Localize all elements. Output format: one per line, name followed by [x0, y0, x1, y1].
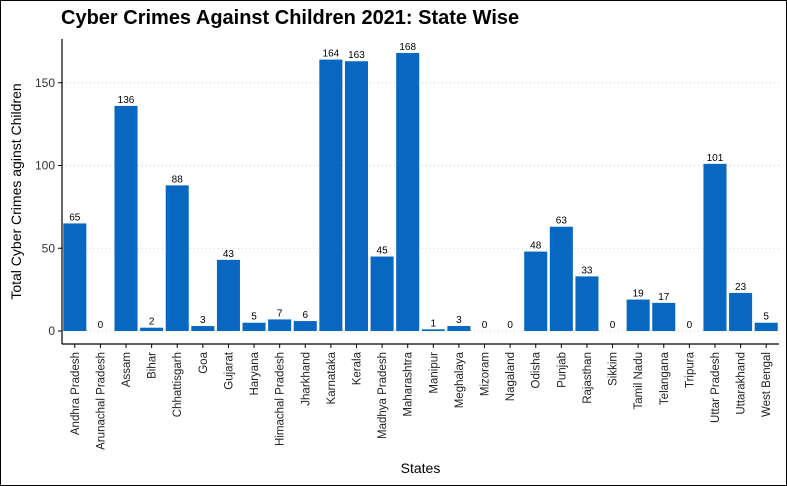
- x-tick-label: Tripura: [684, 351, 696, 388]
- bar: [344, 61, 369, 332]
- x-tick-label: Meghalaya: [454, 351, 466, 408]
- bar-value-label: 88: [172, 174, 184, 185]
- bar-value-label: 17: [658, 292, 670, 303]
- x-tick-label: Himachal Pradesh: [275, 352, 287, 446]
- bar: [396, 52, 420, 332]
- x-tick-label: Telangana: [659, 351, 671, 405]
- y-tick-label: 150: [35, 76, 55, 90]
- bar-value-label: 0: [687, 320, 693, 331]
- x-tick-label: Maharashtra: [403, 351, 415, 416]
- x-tick-label: Punjab: [556, 352, 568, 388]
- x-tick-label: Sikkim: [608, 352, 620, 386]
- bar-value-label: 163: [348, 50, 365, 61]
- y-tick-label: 100: [35, 159, 55, 173]
- x-tick-label: West Bengal: [761, 352, 773, 417]
- bar-value-label: 3: [200, 315, 206, 326]
- bar-value-label: 0: [507, 320, 513, 331]
- x-tick-label: Manipur: [428, 352, 440, 394]
- x-axis-title: States: [401, 460, 441, 476]
- x-tick-label: Karnataka: [326, 351, 338, 404]
- x-tick-label: Bihar: [147, 352, 159, 379]
- x-tick-label: Nagaland: [505, 352, 517, 401]
- bar-layer: 65 0 136 2 88 3 43 5 7 6 164 163 45 168 1 3 0 0 48 63 33 0 19 1…: [63, 42, 778, 332]
- x-tick-label: Tamil Nadu: [633, 352, 645, 410]
- bar: [729, 292, 753, 331]
- bar-value-label: 136: [118, 95, 135, 106]
- x-tick-label: Kerala: [351, 351, 363, 385]
- x-tick-label: Arunachal Pradesh: [95, 352, 107, 450]
- bar-value-label: 43: [223, 249, 235, 260]
- x-tick-label: Chhattisgarh: [172, 352, 184, 417]
- bar: [421, 329, 445, 331]
- bar: [549, 226, 573, 331]
- bar: [524, 251, 548, 331]
- bar: [447, 326, 471, 331]
- bar-value-label: 48: [530, 241, 542, 252]
- x-tick-label: Mizoram: [480, 352, 492, 396]
- y-axis-title: Total Cyber Crimes aginst Children: [8, 83, 24, 299]
- bar-value-label: 101: [707, 153, 724, 164]
- x-tick-label: Andhra Pradesh: [70, 352, 82, 435]
- bar-value-label: 23: [735, 282, 747, 293]
- bar-value-label: 0: [610, 320, 616, 331]
- bar: [319, 59, 343, 332]
- x-tick-label: Odisha: [531, 351, 543, 388]
- x-tick-label: Uttar Pradesh: [710, 352, 722, 423]
- bar-value-label: 45: [377, 246, 389, 257]
- bar: [114, 105, 138, 331]
- x-tick-label: Goa: [198, 351, 210, 373]
- x-tick-label: Jharkhand: [300, 352, 312, 406]
- bar: [370, 256, 394, 331]
- bar-value-label: 1: [431, 318, 437, 329]
- bar: [140, 327, 164, 331]
- bar-value-label: 168: [399, 42, 416, 53]
- bar: [63, 223, 87, 331]
- bar: [754, 322, 778, 331]
- bar: [242, 322, 266, 331]
- bar-value-label: 164: [323, 49, 340, 60]
- y-tick-label: 50: [42, 241, 56, 255]
- bar: [626, 299, 650, 331]
- bar-value-label: 65: [69, 212, 81, 223]
- x-tick-label: Assam: [121, 352, 133, 387]
- bar-value-label: 63: [556, 216, 568, 227]
- x-tick-label: Uttarakhand: [736, 352, 748, 415]
- bar: [191, 326, 215, 331]
- bar-value-label: 2: [149, 317, 155, 328]
- bar-value-label: 0: [98, 320, 104, 331]
- bar-value-label: 33: [581, 265, 593, 276]
- bar-value-label: 7: [277, 308, 283, 319]
- bar-value-label: 3: [456, 315, 462, 326]
- bar: [268, 319, 292, 331]
- bar: [575, 276, 599, 331]
- bar: [216, 259, 240, 331]
- chart-title: Cyber Crimes Against Children 2021: Stat…: [61, 7, 520, 29]
- bar-value-label: 0: [482, 320, 488, 331]
- bar: [652, 302, 676, 331]
- bar-value-label: 19: [633, 289, 645, 300]
- bar-value-label: 5: [763, 312, 769, 323]
- bar: [293, 321, 317, 331]
- x-tick-label: Gujarat: [223, 351, 235, 390]
- x-tick-label: Madhya Pradesh: [377, 352, 389, 439]
- x-tick-label: Haryana: [249, 351, 261, 395]
- y-tick-label: 0: [48, 324, 55, 338]
- x-tick-label: Rajasthan: [582, 352, 594, 404]
- bar: [703, 163, 727, 331]
- bar-value-label: 5: [251, 312, 257, 323]
- bar: [165, 185, 189, 331]
- bar-value-label: 6: [302, 310, 308, 321]
